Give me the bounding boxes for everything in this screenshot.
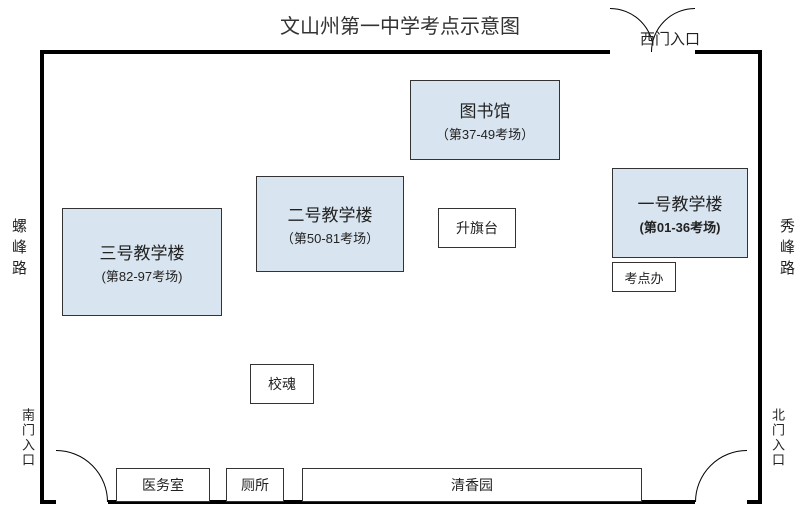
wall-top-left	[40, 50, 610, 54]
north-gate-label: 北门入口	[768, 408, 787, 468]
garden-label: 清香园	[451, 475, 493, 495]
building-3-title: 三号教学楼	[100, 239, 185, 264]
building-2-title: 二号教学楼	[288, 201, 373, 226]
clinic-label: 医务室	[142, 475, 184, 495]
wall-right	[758, 50, 762, 504]
exam-office-label: 考点办	[624, 268, 663, 287]
school-soul-label: 校魂	[268, 374, 296, 394]
building-2: 二号教学楼 （第50-81考场）	[256, 176, 404, 272]
building-library: 图书馆 （第37-49考场）	[410, 80, 560, 160]
flag-podium-label: 升旗台	[456, 218, 498, 238]
left-road-label: 螺峰路	[8, 218, 29, 281]
building-library-title: 图书馆	[460, 97, 511, 122]
wall-bottom-a	[40, 500, 56, 504]
flag-podium: 升旗台	[438, 208, 516, 248]
clinic: 医务室	[116, 468, 210, 502]
building-1-title: 一号教学楼	[638, 190, 723, 215]
building-1: 一号教学楼 (第01-36考场)	[612, 168, 748, 258]
garden: 清香园	[302, 468, 642, 502]
exam-office: 考点办	[612, 262, 676, 292]
wall-top-right	[695, 50, 762, 54]
right-road-label: 秀峰路	[776, 218, 797, 281]
west-gate-label: 西门入口	[640, 28, 700, 49]
building-3: 三号教学楼 (第82-97考场)	[62, 208, 222, 316]
building-2-subtitle: （第50-81考场）	[281, 228, 379, 247]
toilet: 厕所	[226, 468, 284, 502]
south-gate-arc	[56, 450, 108, 502]
building-library-subtitle: （第37-49考场）	[436, 124, 534, 143]
wall-left	[40, 50, 44, 504]
toilet-label: 厕所	[241, 475, 269, 495]
wall-bottom-c	[747, 500, 762, 504]
north-gate-arc	[695, 450, 747, 502]
building-3-subtitle: (第82-97考场)	[102, 266, 183, 285]
south-gate-label: 南门入口	[18, 408, 37, 468]
building-1-subtitle: (第01-36考场)	[640, 217, 721, 236]
school-soul: 校魂	[250, 364, 314, 404]
